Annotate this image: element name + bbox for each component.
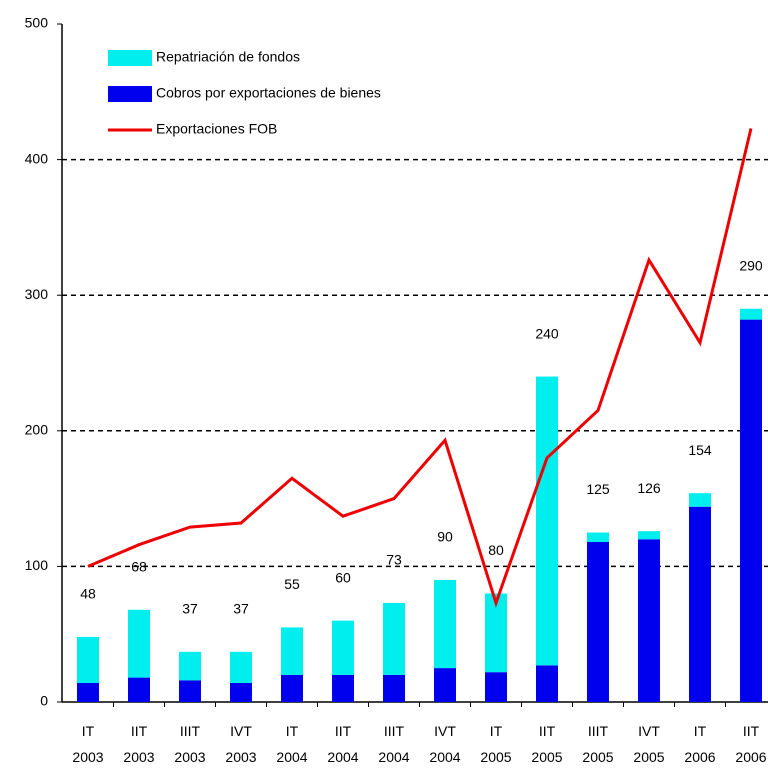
x-tick-line: 2003 xyxy=(123,749,154,765)
x-tick-line: IIIT xyxy=(180,723,201,739)
x-tick-line: 2003 xyxy=(72,749,103,765)
x-tick-line: 2005 xyxy=(531,749,562,765)
bar xyxy=(587,532,609,542)
x-tick-label: IT 2004 xyxy=(276,723,307,765)
bar xyxy=(587,541,609,702)
bar xyxy=(638,539,660,702)
bar xyxy=(77,636,99,684)
x-tick-line: IIT xyxy=(539,723,556,739)
legend-label: Cobros por exportaciones de bienes xyxy=(156,85,381,101)
x-tick-line: 2003 xyxy=(174,749,205,765)
bar xyxy=(434,668,456,702)
bar xyxy=(740,308,762,320)
x-tick-line: IIIT xyxy=(384,723,405,739)
x-tick-line: 2004 xyxy=(327,749,358,765)
x-tick-label: IT 2003 xyxy=(72,723,103,765)
total-label: 55 xyxy=(284,576,300,592)
bar xyxy=(434,579,456,669)
legend-swatch xyxy=(108,50,152,66)
total-label: 68 xyxy=(131,558,147,574)
y-tick-label: 500 xyxy=(25,15,49,31)
bar xyxy=(485,593,507,673)
bar xyxy=(536,376,558,666)
x-tick-line: 2005 xyxy=(480,749,511,765)
bar xyxy=(230,683,252,702)
y-tick-label: 300 xyxy=(25,286,49,302)
x-tick-line: 2005 xyxy=(633,749,664,765)
x-tick-label: IVT 2003 xyxy=(225,723,256,765)
bar xyxy=(332,674,354,702)
x-tick-line: IT xyxy=(490,723,503,739)
legend-swatch xyxy=(108,86,152,102)
x-tick-line: IIT xyxy=(335,723,352,739)
x-tick-line: IIT xyxy=(743,723,760,739)
y-tick-label: 400 xyxy=(25,150,49,166)
x-tick-line: 2004 xyxy=(378,749,409,765)
bar xyxy=(128,609,150,678)
x-tick-label: IIIT 2003 xyxy=(174,723,205,765)
x-tick-label: IIT 2004 xyxy=(327,723,358,765)
legend-label: Exportaciones FOB xyxy=(156,121,277,137)
x-tick-line: IIT xyxy=(131,723,148,739)
x-tick-line: 2005 xyxy=(582,749,613,765)
y-tick-label: 100 xyxy=(25,557,49,573)
bar xyxy=(128,677,150,702)
total-label: 37 xyxy=(233,601,249,617)
x-tick-line: IVT xyxy=(434,723,456,739)
x-tick-label: IT 2006 xyxy=(684,723,715,765)
total-label: 154 xyxy=(688,442,712,458)
total-label: 73 xyxy=(386,552,402,568)
x-tick-label: IIIT 2004 xyxy=(378,723,409,765)
x-tick-label: IIT 2006 xyxy=(735,723,766,765)
bar xyxy=(638,531,660,540)
total-label: 126 xyxy=(637,480,661,496)
bar xyxy=(332,620,354,675)
x-tick-line: IT xyxy=(82,723,95,739)
x-tick-label: IT 2005 xyxy=(480,723,511,765)
y-tick-label: 0 xyxy=(40,693,48,709)
x-tick-line: 2004 xyxy=(429,749,460,765)
bar xyxy=(179,680,201,702)
bar xyxy=(383,674,405,702)
bar xyxy=(281,674,303,702)
bar xyxy=(740,319,762,702)
x-tick-line: 2004 xyxy=(276,749,307,765)
bar xyxy=(383,603,405,675)
x-tick-line: 2003 xyxy=(225,749,256,765)
bar xyxy=(485,672,507,702)
total-label: 80 xyxy=(488,542,504,558)
total-label: 90 xyxy=(437,529,453,545)
x-tick-line: 2006 xyxy=(735,749,766,765)
bar xyxy=(230,651,252,684)
x-tick-line: IIIT xyxy=(588,723,609,739)
x-tick-line: IVT xyxy=(638,723,660,739)
total-label: 240 xyxy=(535,325,559,341)
total-label: 48 xyxy=(80,586,96,602)
bar xyxy=(536,665,558,702)
y-tick-label: 200 xyxy=(25,422,49,438)
bar xyxy=(77,683,99,702)
bar xyxy=(281,627,303,675)
total-label: 125 xyxy=(586,481,610,497)
x-tick-label: IIIT 2005 xyxy=(582,723,613,765)
bar xyxy=(689,493,711,507)
x-tick-label: IIT 2003 xyxy=(123,723,154,765)
x-tick-line: 2006 xyxy=(684,749,715,765)
legend-label: Repatriación de fondos xyxy=(156,49,300,65)
line xyxy=(87,128,753,608)
total-label: 37 xyxy=(182,601,198,617)
total-label: 60 xyxy=(335,569,351,585)
x-tick-label: IIT 2005 xyxy=(531,723,562,765)
x-tick-line: IT xyxy=(694,723,707,739)
x-tick-label: IVT 2004 xyxy=(429,723,460,765)
total-label: 290 xyxy=(739,257,763,273)
x-tick-label: IVT 2005 xyxy=(633,723,664,765)
bar xyxy=(689,506,711,702)
x-tick-line: IT xyxy=(286,723,299,739)
x-tick-line: IVT xyxy=(230,723,252,739)
bar xyxy=(179,651,201,681)
